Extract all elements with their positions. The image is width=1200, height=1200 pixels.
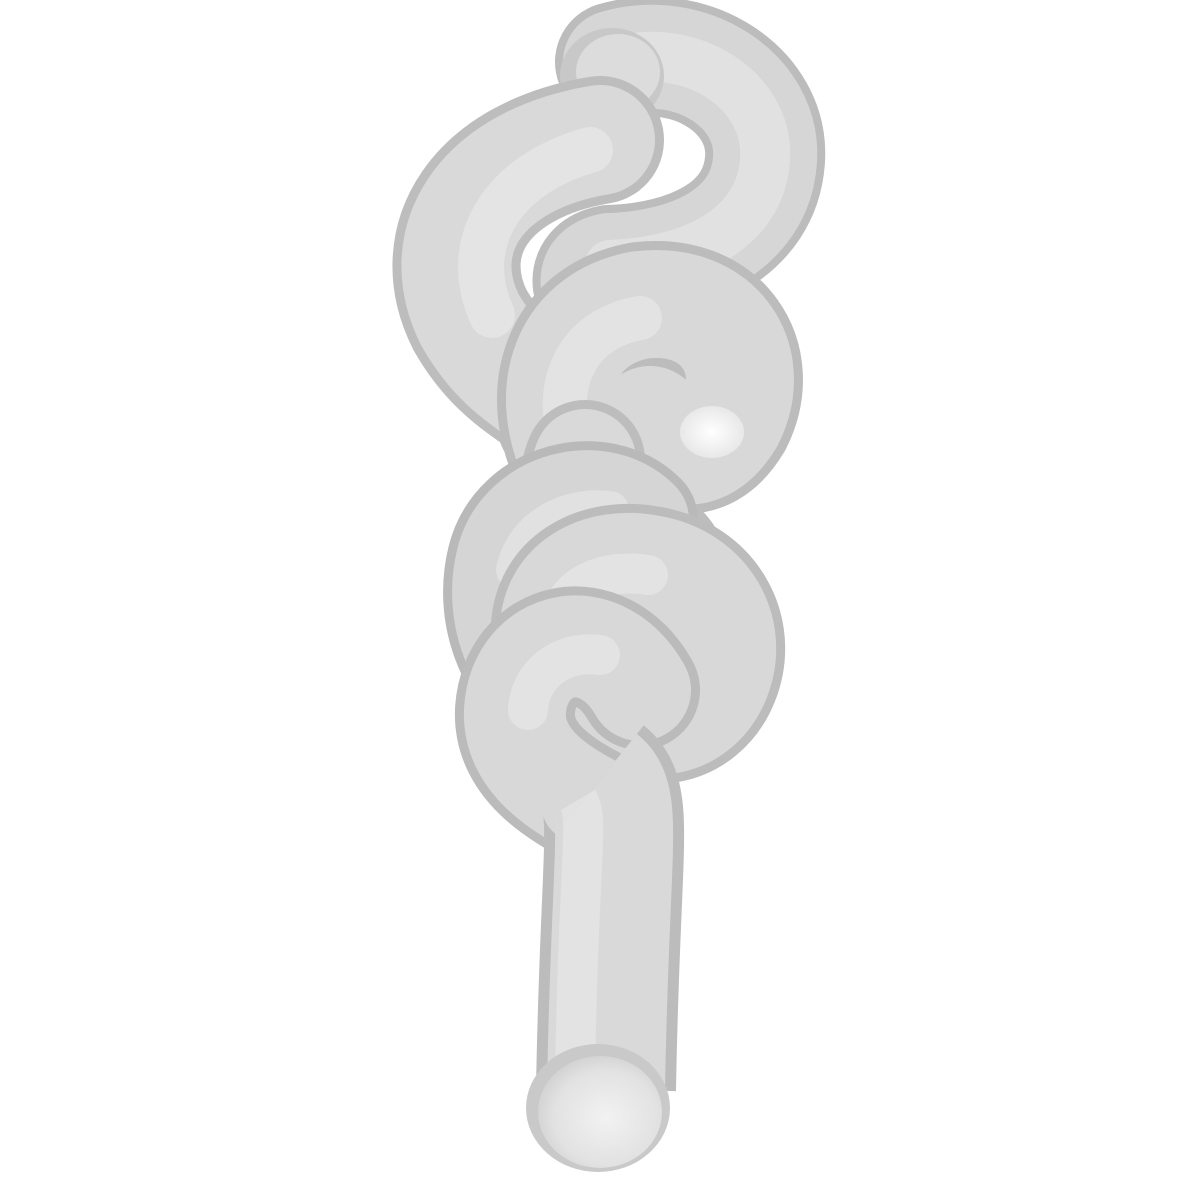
tube-segment-middle — [497, 241, 803, 533]
tube-shaft — [536, 725, 685, 1092]
tube-end-bottom — [526, 1044, 670, 1172]
tube-segment-lower-bend — [455, 586, 700, 870]
